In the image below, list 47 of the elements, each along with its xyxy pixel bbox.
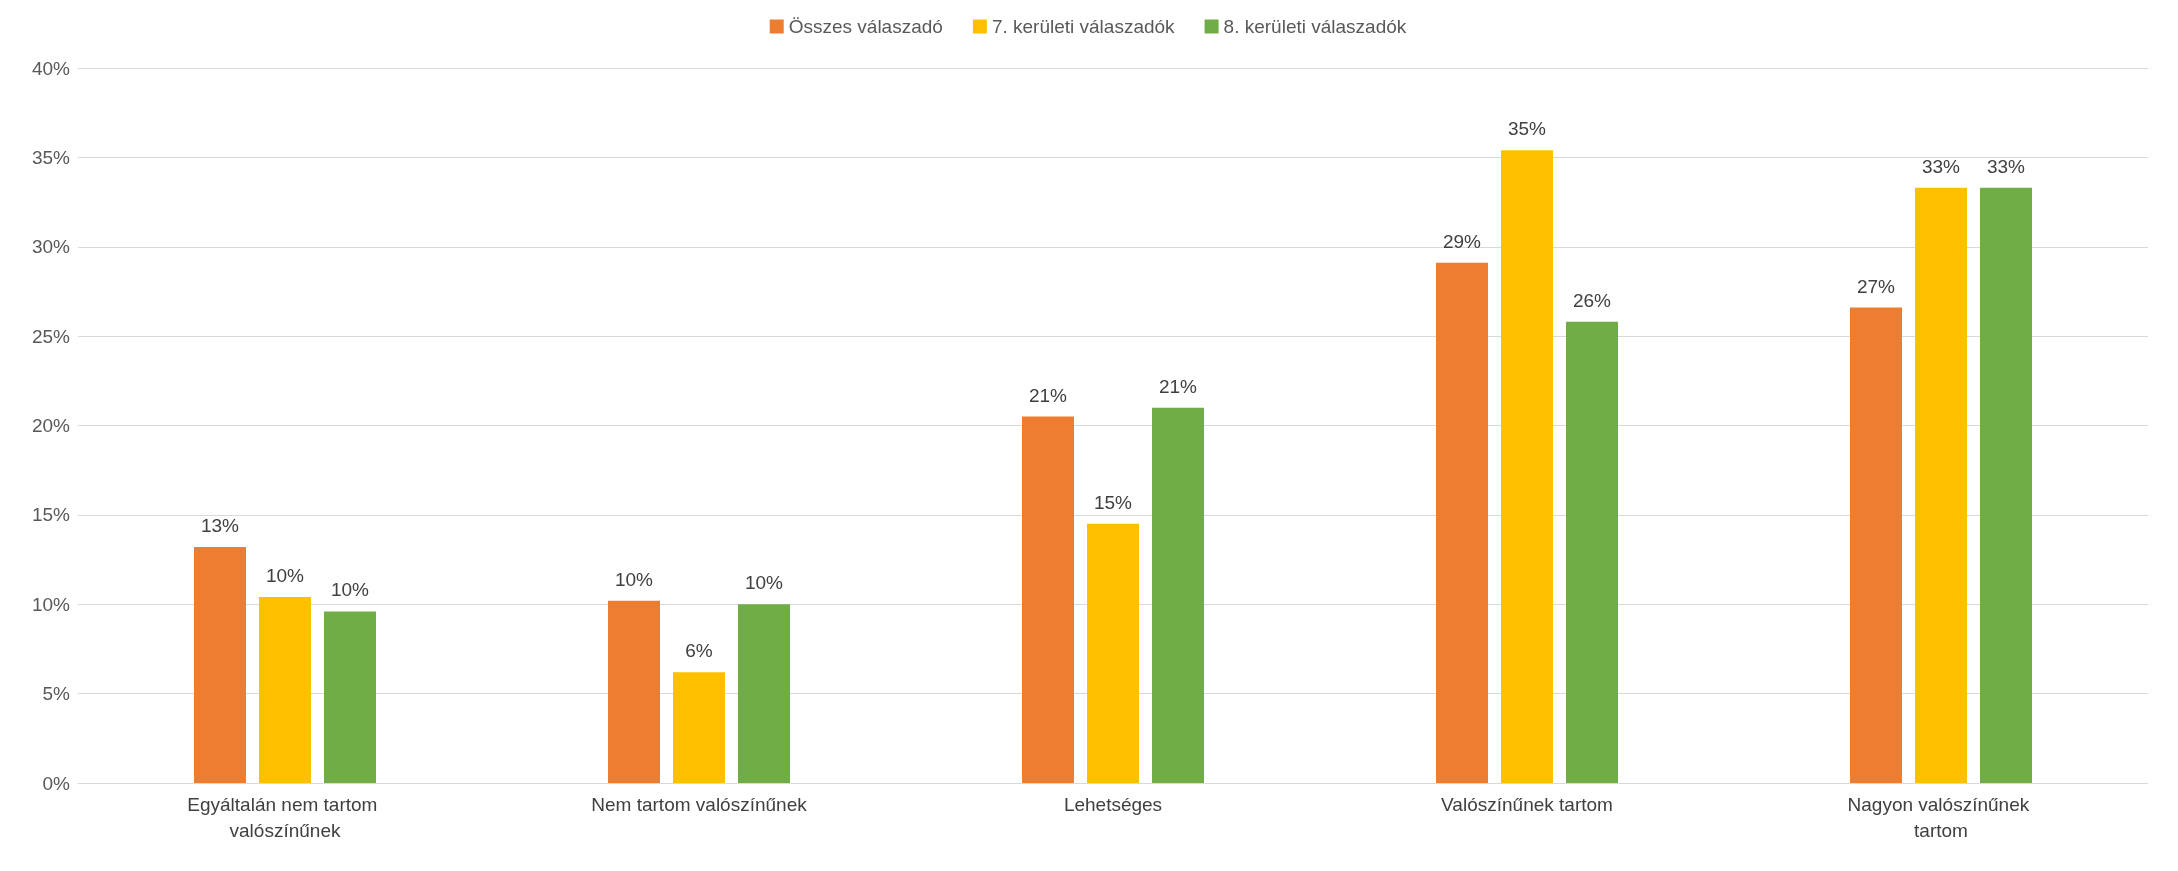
bar	[1152, 407, 1204, 783]
y-tick-label: 25%	[31, 325, 71, 347]
bar	[324, 611, 376, 783]
x-tick-label: Nem tartom valószínűnek	[591, 793, 808, 815]
bar	[738, 604, 790, 783]
data-label: 10%	[614, 568, 654, 590]
y-tick-label: 0%	[42, 772, 71, 794]
data-label: 10%	[330, 579, 370, 601]
bar	[194, 547, 246, 783]
bar	[1501, 150, 1553, 783]
bar	[259, 597, 311, 783]
y-tick-label: 10%	[31, 593, 71, 615]
legend-label: 8. kerületi válaszadók	[1223, 16, 1407, 37]
bar	[1566, 321, 1618, 783]
y-tick-label: 40%	[31, 57, 71, 79]
data-label: 10%	[744, 572, 784, 594]
bar	[1980, 187, 2032, 783]
y-tick-label: 30%	[31, 236, 71, 258]
y-tick-label: 20%	[31, 415, 71, 436]
data-label: 6%	[685, 640, 713, 662]
y-tick-label: 15%	[31, 504, 71, 526]
data-label: 29%	[1442, 230, 1482, 252]
data-label: 10%	[265, 565, 305, 587]
bar	[608, 600, 660, 783]
data-label: 35%	[1507, 118, 1547, 140]
data-label: 33%	[1921, 155, 1961, 177]
legend-label: 7. kerületi válaszadók	[991, 16, 1176, 37]
bar	[1022, 416, 1074, 783]
data-label: 13%	[200, 515, 240, 537]
bar	[1850, 307, 1902, 783]
data-label: 21%	[1158, 375, 1198, 397]
bar	[1087, 523, 1139, 783]
bar	[1436, 262, 1488, 783]
y-tick-label: 5%	[42, 683, 71, 705]
data-label: 27%	[1856, 275, 1896, 297]
bar	[1915, 187, 1967, 783]
data-label: 15%	[1093, 491, 1133, 513]
x-tick-label: Nagyon valószínűnek tartom	[1847, 793, 2035, 841]
data-label: 26%	[1572, 289, 1612, 311]
x-tick-label: Egyáltalán nem tartom valószínűnek	[187, 793, 383, 841]
legend-label: Összes válaszadó	[788, 16, 943, 37]
x-tick-label: Lehetséges	[1063, 793, 1163, 815]
data-label: 21%	[1028, 384, 1068, 406]
bar	[673, 672, 725, 783]
y-tick-label: 35%	[31, 146, 71, 168]
data-label: 33%	[1986, 155, 2026, 177]
x-tick-label: Valószínűnek tartom	[1441, 793, 1613, 815]
